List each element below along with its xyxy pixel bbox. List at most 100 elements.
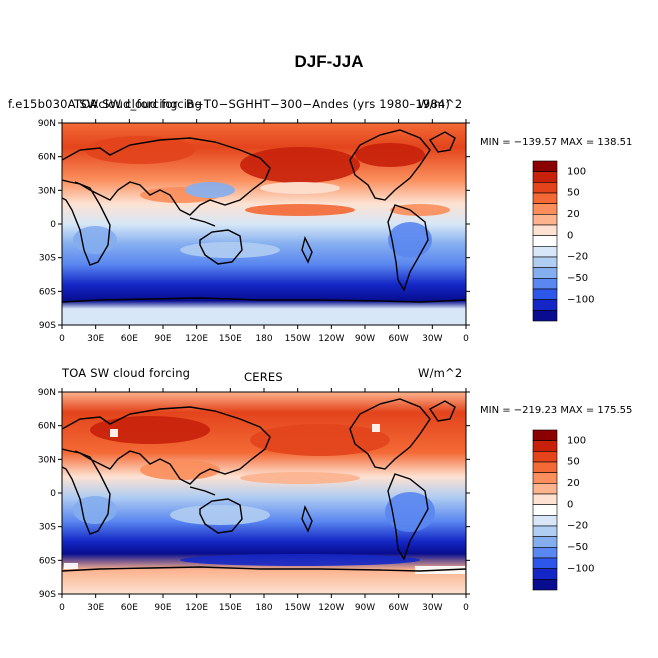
panel1-lon-label: 60W [388,334,408,344]
panel1-lon-label: 0 [59,334,65,344]
panel2-min-max: MIN = −219.23 MAX = 175.55 [480,405,633,416]
panel2-colorbar-box [532,440,558,452]
panel2-lon-label: 30E [87,603,104,613]
panel2-map [62,392,466,594]
panel1-lat-label: 60S [39,287,56,297]
panel2-colorbar-box [532,568,558,580]
panel2-lon-label: 90W [355,603,375,613]
panel1-colorbar-box [532,224,558,236]
figure-title: DJF-JJA [294,52,364,71]
panel2-colorbar-label: 100 [567,435,586,446]
panel1-colorbar-box [532,299,558,311]
panel1-colorbar: 100 50 20 0 −20 −50 −100 [532,160,594,322]
panel1-lon-label: 0 [463,334,469,344]
panel1-colorbar-box [532,256,558,268]
panel1-colorbar-label: 20 [567,209,580,220]
panel1-lat-label: 30N [38,186,56,196]
panel2-colorbar: 100 50 20 0 −20 −50 −100 [532,429,594,591]
panel2-colorbar-box [532,536,558,548]
panel1-colorbar-label: 50 [567,188,580,199]
panel2-colorbar-box [532,579,558,591]
panel2-units: W/m^2 [418,366,463,380]
panel1-colorbar-label: 100 [567,166,586,177]
panel1-map [62,123,466,325]
panel2-colorbar-label: −50 [567,542,588,553]
panel1-field-patches [73,136,450,258]
panel1-colorbar-box [532,192,558,204]
panel1-colorbar-label: −50 [567,273,588,284]
panel1-lon-label: 30E [87,334,104,344]
panel2-colorbar-box [532,493,558,505]
panel1-colorbar-box [532,246,558,258]
panel2-lon-label: 120E [185,603,208,613]
panel1-lon-label: 150W [285,334,311,344]
panel2-colorbar-box [532,515,558,527]
panel1-lat-label: 0 [50,220,56,230]
panel1-colorbar-box [532,310,558,322]
panel1-min-max: MIN = −139.57 MAX = 138.51 [480,137,633,148]
panel2-lat-label: 60S [39,556,56,566]
panel1-colorbar-box [532,288,558,300]
panel1-lon-label: 150E [219,334,242,344]
panel2-colorbar-box [532,451,558,463]
panel2-lat-label: 90S [39,590,56,600]
panel1-lat-label: 30S [39,254,56,264]
panel2-left-title: TOA SW cloud forcing [62,366,191,380]
panel2-lon-label: 180 [255,603,272,613]
panel2-lon-label: 0 [463,603,469,613]
panel2-colorbar-box [532,504,558,516]
panel1-lon-label: 30W [422,334,442,344]
panel1-colorbar-label: −100 [567,294,594,305]
panel2-lat-label: 60N [38,422,56,432]
panel2-colorbar-label: −100 [567,563,594,574]
panel1-left-title: f.e15b030A.SWcloud_forcing [8,97,178,111]
panel1-lon-label: 90E [154,334,171,344]
panel2-colorbar-box [532,483,558,495]
panel1-lon-label: 180 [255,334,272,344]
panel2-center-title: CERES [244,370,283,384]
panel2-lon-label: 0 [59,603,65,613]
panel1-colorbar-box [532,171,558,183]
panel2-lon-label: 150E [219,603,242,613]
panel1-colorbar-box [532,278,558,290]
panel1-lat-label: 90N [38,119,56,129]
panel2-colorbar-box [532,525,558,537]
panel2-colorbar-box [532,461,558,473]
panel2-lon-label: 150W [285,603,311,613]
panel2-lat-label: 30S [39,523,56,533]
panel1-coastlines [62,129,466,303]
panel1-lat-label: 60N [38,153,56,163]
panel1-colorbar-box [532,214,558,226]
panel2-lon-label: 90E [154,603,171,613]
panel1-lon-label: 60E [121,334,138,344]
panel1-lon-label: 120W [318,334,344,344]
panel2-colorbar-box [532,429,558,441]
panel1-colorbar-box [532,267,558,279]
panel2-lon-label: 30W [422,603,442,613]
panel2-colorbar-label: 20 [567,478,580,489]
panel1-colorbar-box [532,203,558,215]
panel1-colorbar-label: 0 [567,230,573,241]
panel1-colorbar-box [532,235,558,247]
panel2-colorbar-label: 0 [567,499,573,510]
panel1-colorbar-label: −20 [567,252,588,263]
panel2-coastlines [62,398,466,572]
panel2-field-patches [64,416,465,574]
panel1-units: W/m^2 [418,97,463,111]
panel1-center-title: TOA SW cloud forcing [74,97,203,111]
panel2-lon-label: 60E [121,603,138,613]
panel1-colorbar-box [532,160,558,172]
panel2-colorbar-label: 50 [567,457,580,468]
panel2-lat-label: 30N [38,455,56,465]
panel2-lon-label: 120W [318,603,344,613]
panel2-colorbar-box [532,547,558,559]
panel2-colorbar-label: −20 [567,521,588,532]
panel1-colorbar-box [532,182,558,194]
panel2-colorbar-box [532,472,558,484]
panel1-lon-label: 120E [185,334,208,344]
panel2-lat-label: 90N [38,388,56,398]
panel2-colorbar-box [532,557,558,569]
